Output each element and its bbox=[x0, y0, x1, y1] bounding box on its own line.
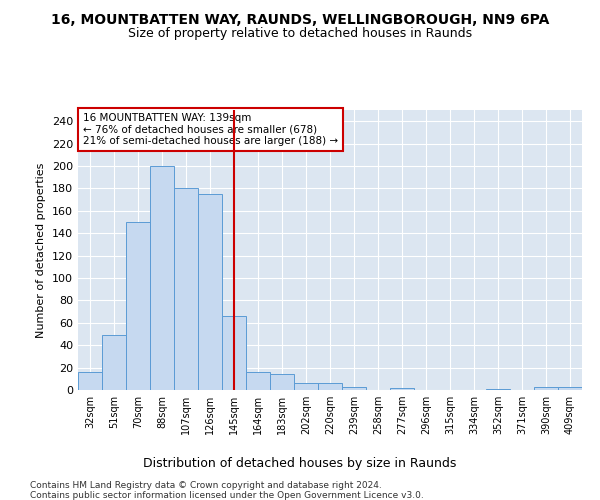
Bar bbox=[102, 335, 126, 390]
Bar bbox=[78, 372, 102, 390]
Bar bbox=[342, 386, 366, 390]
Bar bbox=[558, 386, 582, 390]
Bar bbox=[222, 316, 246, 390]
Bar bbox=[174, 188, 198, 390]
Bar bbox=[270, 374, 294, 390]
Text: Size of property relative to detached houses in Raunds: Size of property relative to detached ho… bbox=[128, 28, 472, 40]
Text: 16, MOUNTBATTEN WAY, RAUNDS, WELLINGBOROUGH, NN9 6PA: 16, MOUNTBATTEN WAY, RAUNDS, WELLINGBORO… bbox=[51, 12, 549, 26]
Y-axis label: Number of detached properties: Number of detached properties bbox=[37, 162, 46, 338]
Bar bbox=[246, 372, 270, 390]
Bar bbox=[126, 222, 150, 390]
Bar bbox=[150, 166, 174, 390]
Bar bbox=[534, 386, 558, 390]
Bar bbox=[198, 194, 222, 390]
Bar bbox=[486, 389, 510, 390]
Text: 16 MOUNTBATTEN WAY: 139sqm
← 76% of detached houses are smaller (678)
21% of sem: 16 MOUNTBATTEN WAY: 139sqm ← 76% of deta… bbox=[83, 113, 338, 146]
Text: Distribution of detached houses by size in Raunds: Distribution of detached houses by size … bbox=[143, 458, 457, 470]
Bar bbox=[318, 384, 342, 390]
Text: Contains HM Land Registry data © Crown copyright and database right 2024.: Contains HM Land Registry data © Crown c… bbox=[30, 481, 382, 490]
Bar bbox=[294, 384, 318, 390]
Text: Contains public sector information licensed under the Open Government Licence v3: Contains public sector information licen… bbox=[30, 491, 424, 500]
Bar bbox=[390, 388, 414, 390]
